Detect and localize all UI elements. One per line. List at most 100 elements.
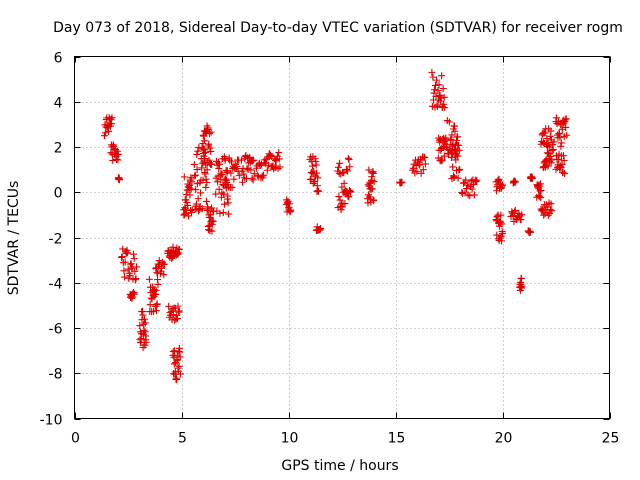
data-point [204,205,212,213]
data-point [511,178,519,186]
data-point [207,147,215,155]
data-point [141,341,149,349]
y-tick-label: 4 [54,96,63,112]
data-point [248,174,256,182]
data-points [100,68,571,384]
data-point [180,173,188,181]
data-point [535,181,543,189]
data-point [173,315,181,323]
data-point [511,206,519,214]
data-point [175,245,183,253]
data-point [195,143,203,151]
data-point [176,353,184,361]
data-point [449,163,457,171]
data-point [511,208,519,216]
data-point [188,178,196,186]
data-point [472,178,480,186]
data-point [547,127,555,135]
data-point [218,171,226,179]
data-point [266,151,274,159]
data-point [141,328,149,336]
x-tick-label: 15 [388,431,406,447]
data-point [203,178,211,186]
data-point [170,370,178,378]
data-point [160,260,168,268]
data-point [154,280,162,288]
axis-ticks [74,56,611,420]
data-point [341,200,349,208]
data-point [313,169,321,177]
data-point [518,284,526,292]
data-point [249,157,257,165]
data-point [186,181,194,189]
data-point [175,307,183,315]
data-point [286,200,294,208]
data-point [219,209,227,217]
data-point [455,166,463,174]
data-point [440,100,448,108]
data-point [546,206,554,214]
data-point [205,140,213,148]
data-point [433,76,441,84]
data-point [230,175,238,183]
data-point [528,174,536,182]
data-point [518,211,526,219]
data-point [174,302,182,310]
data-point [370,178,378,186]
data-point [130,290,138,298]
data-point [202,197,210,205]
data-point [201,137,209,145]
data-point [158,264,166,272]
data-point [369,169,377,177]
data-point [202,183,210,191]
data-point [191,172,199,180]
data-point [153,300,161,308]
data-point [562,123,570,131]
data-point [131,276,139,284]
data-point [417,169,425,177]
x-tick-label: 10 [281,431,299,447]
data-point [439,85,447,93]
data-point [445,118,453,126]
data-point [173,376,181,384]
data-point [495,175,503,183]
data-point [249,176,257,184]
data-point [198,164,206,172]
data-point [160,271,168,279]
data-point [541,139,549,147]
data-point [120,267,128,275]
data-point [140,326,148,334]
data-point [317,224,325,232]
data-point [216,160,224,168]
data-point [190,160,198,168]
data-point [498,220,506,228]
data-point [175,362,183,370]
data-point [344,154,352,162]
data-point [287,207,295,215]
y-tick-label: 6 [54,51,63,67]
data-point [431,81,439,89]
data-point [398,178,406,186]
y-tick-label: -4 [49,277,63,293]
data-point [447,147,455,155]
data-point [187,185,195,193]
data-point [473,176,481,184]
data-point [440,93,448,101]
data-point [202,175,210,183]
data-point [497,211,505,219]
data-point [237,156,245,164]
y-axis-label: SDTVAR / TECUs [6,181,22,296]
data-point [217,169,225,177]
data-point [149,307,157,315]
data-point [309,162,317,170]
data-point [227,158,235,166]
data-point [186,191,194,199]
data-point [563,131,571,139]
data-point [466,192,474,200]
data-point [442,134,450,142]
data-point [470,191,478,199]
data-point [223,167,231,175]
data-point [558,160,566,168]
data-point [205,130,213,138]
x-tick-label: 25 [602,431,620,447]
